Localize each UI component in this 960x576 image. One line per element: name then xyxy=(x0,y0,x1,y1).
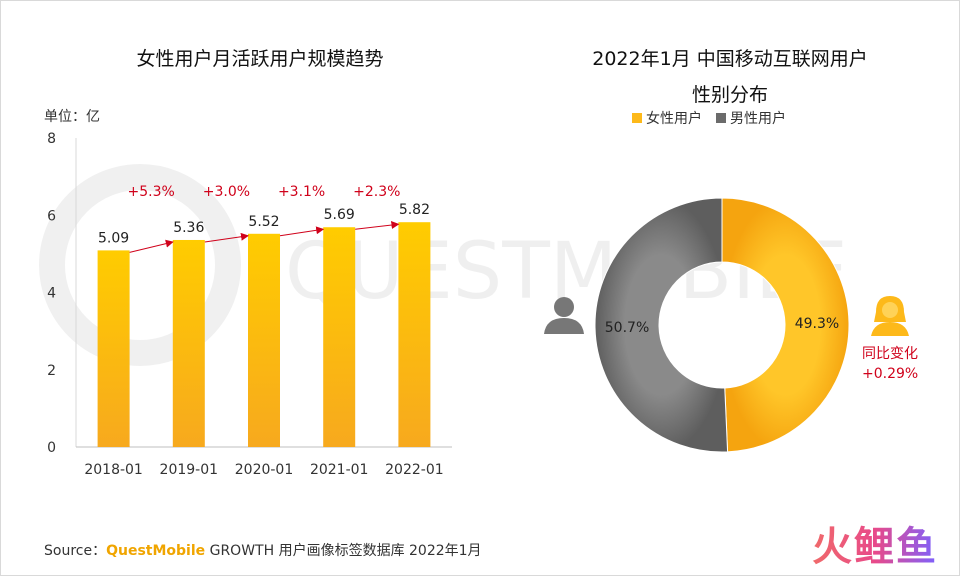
bar-value-label: 5.82 xyxy=(399,202,430,218)
donut-legend: 女性用户 男性用户 xyxy=(632,108,786,128)
legend-label-male: 男性用户 xyxy=(730,111,786,127)
source-prefix: Source： xyxy=(44,543,107,559)
y-tick-label: 8 xyxy=(47,131,56,147)
donut-slice xyxy=(721,197,850,453)
donut-slice xyxy=(594,197,729,453)
bar xyxy=(97,250,130,447)
growth-label: +3.0% xyxy=(203,184,250,200)
growth-arrow xyxy=(129,239,174,253)
bar-value-label: 5.69 xyxy=(324,207,355,223)
y-tick-label: 4 xyxy=(47,286,56,302)
legend-swatch-male xyxy=(716,113,726,123)
unit-label: 单位：亿 xyxy=(44,109,100,125)
yoy-change: 同比变化 +0.29% xyxy=(862,344,918,384)
growth-label: +2.3% xyxy=(353,184,400,200)
growth-arrow xyxy=(355,221,400,230)
bar-chart-title: 女性用户月活跃用户规模趋势 xyxy=(136,48,384,70)
bar-value-label: 5.52 xyxy=(248,214,279,230)
source-brand: QuestMobile xyxy=(106,543,206,559)
growth-arrow xyxy=(279,226,325,237)
donut-chart-title-line2: 性别分布 xyxy=(691,84,768,106)
growth-label: +5.3% xyxy=(128,184,175,200)
slice-label: 50.7% xyxy=(605,320,649,336)
bar-value-label: 5.09 xyxy=(98,230,129,246)
bar-chart: 0 2 4 6 8 5.09 2018-01 5.36 2019-01 5.52 2020-01 5.… xyxy=(47,131,452,478)
bar xyxy=(172,239,205,447)
legend-label-female: 女性用户 xyxy=(646,111,702,127)
x-tick-label: 2018-01 xyxy=(84,462,143,478)
x-tick-label: 2022-01 xyxy=(385,462,444,478)
legend-item-female: 女性用户 xyxy=(632,108,702,128)
growth-arrow xyxy=(204,232,249,243)
slice-label: 49.3% xyxy=(795,316,839,332)
bar xyxy=(248,233,280,447)
growth-label: +3.1% xyxy=(278,184,325,200)
donut-chart-title-line1: 2022年1月 中国移动互联网用户 xyxy=(592,48,868,70)
bar-value-label: 5.36 xyxy=(173,220,204,236)
bar xyxy=(323,227,356,447)
x-tick-label: 2020-01 xyxy=(235,462,294,478)
yoy-value: +0.29% xyxy=(862,366,919,382)
corner-logo-text: 火鲤鱼 xyxy=(812,524,938,570)
corner-logo: 火鲤鱼 xyxy=(812,514,938,572)
male-user-icon xyxy=(544,297,584,334)
y-tick-label: 0 xyxy=(47,440,56,456)
female-user-icon xyxy=(871,296,909,336)
donut-chart: 49.3% 50.7% xyxy=(594,197,850,453)
source-rest: GROWTH 用户画像标签数据库 2022年1月 xyxy=(205,543,482,559)
yoy-label: 同比变化 xyxy=(862,346,918,362)
x-tick-label: 2019-01 xyxy=(160,462,219,478)
bar xyxy=(398,222,431,447)
legend-swatch-female xyxy=(632,113,642,123)
y-tick-label: 6 xyxy=(47,208,56,224)
source-line: Source：QuestMobile GROWTH 用户画像标签数据库 2022… xyxy=(44,540,482,560)
legend-item-male: 男性用户 xyxy=(716,108,786,128)
x-tick-label: 2021-01 xyxy=(310,462,369,478)
y-tick-label: 2 xyxy=(47,363,56,379)
